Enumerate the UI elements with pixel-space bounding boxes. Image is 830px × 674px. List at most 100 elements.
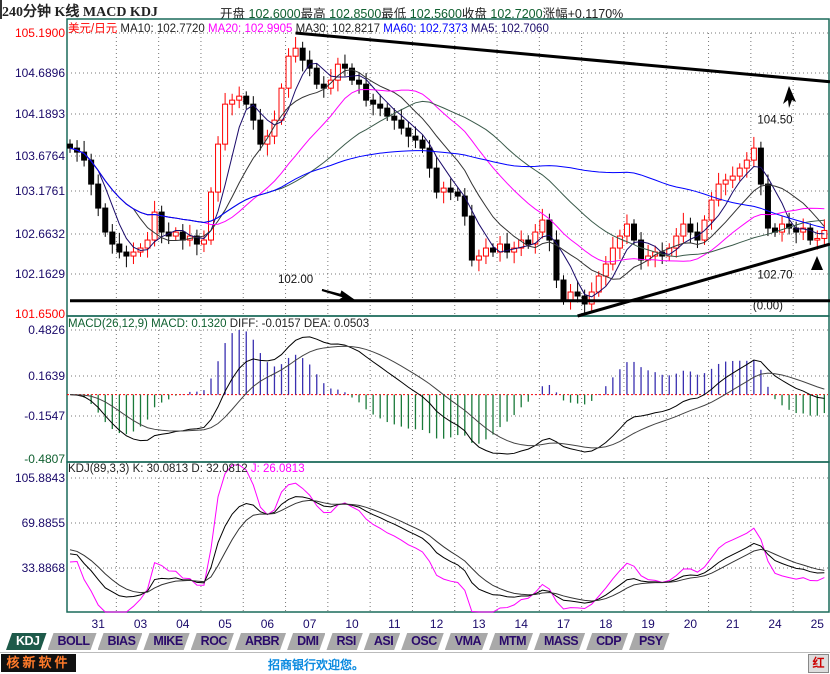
price-annotation: 102.00 [278,274,313,286]
tab-rsi[interactable]: RSI [326,633,362,650]
x-axis-label: 13 [472,617,486,631]
tab-roc[interactable]: ROC [191,633,234,650]
change-value: +0.1170% [567,7,624,21]
candle-up [779,223,786,233]
tab-mike[interactable]: MIKE [143,633,189,650]
resistance-trendline [295,31,830,84]
high-value: 102.8500 [329,7,382,21]
ma20-legend: MA20: 102.9905 [208,23,293,35]
candle-up [743,159,750,169]
price-tick: 104.6896 [14,66,65,80]
candle-down [109,231,116,245]
tab-psy[interactable]: PSY [629,633,670,650]
tab-boll[interactable]: BOLL [48,633,97,650]
open-value: 102.6000 [248,7,301,21]
candle-down [102,207,109,233]
candle-down [638,239,645,261]
candle-up [729,175,736,181]
k-line [69,496,825,604]
candle-down [250,103,257,121]
candle-down [504,243,511,253]
low-value: 102.5600 [409,7,462,21]
price-tick: 102.6632 [14,227,65,241]
candle-down [574,291,581,297]
tab-vma[interactable]: VMA [445,633,488,650]
j-value: J: 26.0813 [250,463,305,475]
candle-down [341,63,348,69]
candle-down [320,83,327,89]
candle-up [722,179,729,185]
kdj-tick: 105.8843 [14,471,65,485]
candle-up [236,95,243,101]
tab-osc[interactable]: OSC [401,633,444,650]
price-annotation: (0.00) [753,301,783,313]
price-panel-frame [66,18,830,317]
candle-up [532,231,539,245]
macd-tick: -0.4807 [24,452,65,466]
ma10-legend: MA10: 102.7720 [120,23,205,35]
macd-panel-frame [66,315,830,463]
ma5-legend: MA5: 102.7060 [470,23,549,35]
header-bar: 240分钟 K线 MACD KDJ 开盘 102.6000最高 102.8500… [0,0,830,21]
macd-name: MACD(26,12,9) [68,318,148,330]
x-axis-label: 18 [599,617,613,631]
x-axis-label: 19 [641,617,655,631]
tab-mtm[interactable]: MTM [489,633,533,650]
diff-line [69,336,825,455]
x-axis-label: 07 [303,617,317,631]
candle-up [539,219,546,233]
close-label: 收盘 [461,7,487,21]
candle-up [144,239,151,249]
candle-up [821,229,828,239]
price-tick: 103.1761 [14,184,65,198]
candle-down [426,147,433,169]
candle-down [384,107,391,117]
ma60-line [69,147,825,229]
candle-up [518,239,525,249]
x-axis-label: 12 [430,617,444,631]
price-tick: 105.1900 [14,26,65,40]
candle-down [116,243,123,253]
indicator-tabs: KDJ BOLL BIAS MIKE ROC ARBR DMI RSI ASI OSC VMA MTM… [0,633,830,651]
candle-down [377,103,384,109]
tab-kdj[interactable]: KDJ [6,633,47,650]
x-axis-label: 21 [726,617,740,631]
chart-title: 240分钟 K线 MACD KDJ [2,5,158,20]
tab-mass[interactable]: MASS [534,633,585,650]
red-corner-button[interactable]: 红 [808,654,829,673]
candle-up [475,255,482,261]
candle-down [313,67,320,85]
arrow-102-icon [321,289,355,301]
tab-bias[interactable]: BIAS [98,633,143,650]
candle-down [95,183,102,209]
price-tick: 101.6500 [14,307,65,321]
tab-asi[interactable]: ASI [364,633,400,650]
rising-support-trendline [577,242,830,318]
candle-down [447,187,454,193]
kdj-name: KDJ(89,3,3) [68,463,130,475]
price-tick: 104.1893 [14,107,65,121]
x-axis-label: 11 [388,617,401,631]
x-axis-label: 06 [261,617,275,631]
candle-up [715,183,722,201]
tab-dmi[interactable]: DMI [287,633,325,650]
software-logo: 核新软件 [1,654,76,672]
macd-tick: 0.4826 [28,323,65,337]
x-axis-label: 24 [768,617,782,631]
candle-up [208,191,214,241]
status-bar: 核新软件 招商银行欢迎您。 红 [0,652,830,674]
candle-down [179,231,186,241]
candle-down [356,79,363,85]
tab-arbr[interactable]: ARBR [235,633,286,650]
candle-up [609,247,616,265]
candle-up [130,251,137,257]
candle-down [631,223,637,241]
tab-cdp[interactable]: CDP [586,633,628,650]
macd-legend: MACD(26,12,9) MACD: 0.1320 DIFF: -0.0157… [68,318,369,330]
candle-down [764,183,771,229]
kdj-tick: 33.8868 [21,561,65,575]
candle-up [278,87,285,121]
candle-up [482,247,489,257]
candle-down [433,167,440,193]
